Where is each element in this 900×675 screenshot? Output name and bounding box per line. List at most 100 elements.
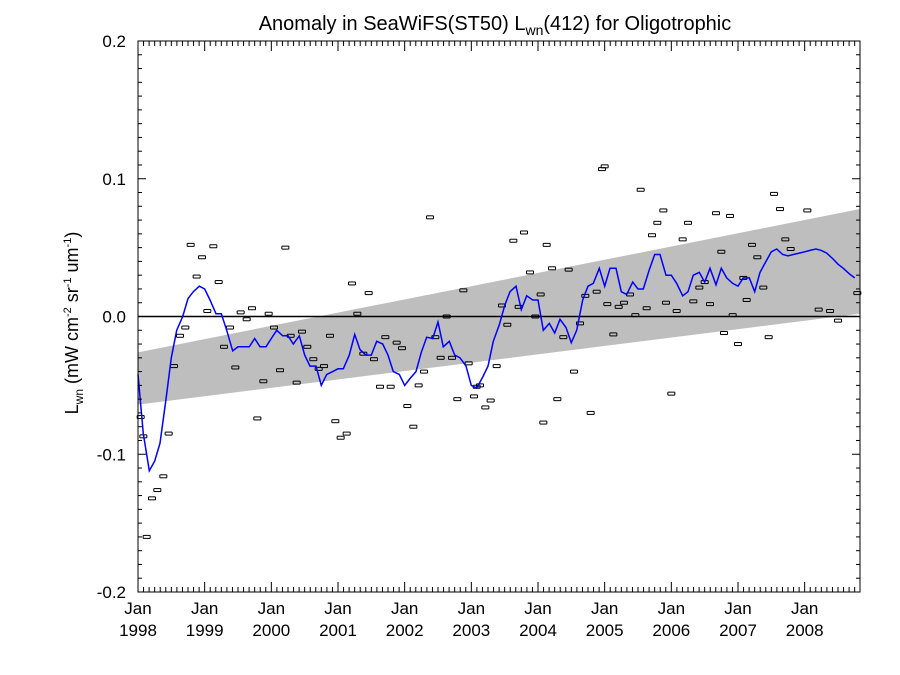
- y-axis-label: Lwn(mW cm-2sr-1um-1): [62, 232, 86, 415]
- data-point: [270, 325, 278, 330]
- data-point: [342, 431, 351, 436]
- data-point: [486, 398, 495, 403]
- data-point: [678, 237, 687, 242]
- data-point: [153, 488, 162, 493]
- x-tick-label-month: Jan: [324, 599, 351, 618]
- data-point: [292, 380, 301, 385]
- data-point: [586, 410, 595, 415]
- data-point: [548, 266, 556, 271]
- data-point: [348, 281, 356, 286]
- x-tick-label-year: 1998: [119, 621, 157, 640]
- data-point: [426, 215, 434, 220]
- data-point: [298, 329, 306, 334]
- data-point: [164, 431, 173, 436]
- data-point: [398, 346, 406, 351]
- x-tick-label-year: 2006: [652, 621, 690, 640]
- x-tick-label-month: Jan: [724, 599, 751, 618]
- data-point: [786, 247, 795, 252]
- data-point: [386, 384, 395, 389]
- data-point: [684, 220, 692, 225]
- data-point: [209, 244, 218, 249]
- x-tick-label-year: 2000: [252, 621, 290, 640]
- data-point: [236, 310, 245, 315]
- data-point: [198, 255, 206, 260]
- data-point: [253, 416, 262, 421]
- data-point: [353, 311, 362, 316]
- data-point: [409, 424, 418, 429]
- data-point: [695, 285, 704, 290]
- x-tick-label-month: Jan: [458, 599, 485, 618]
- data-point: [370, 357, 378, 362]
- data-point: [248, 306, 256, 311]
- data-point: [276, 368, 284, 373]
- data-point: [834, 318, 842, 323]
- data-point: [662, 300, 670, 305]
- data-point: [631, 313, 640, 318]
- data-point: [381, 335, 390, 340]
- data-point: [570, 369, 578, 374]
- plot-frame: [137, 40, 861, 593]
- data-point: [192, 274, 201, 279]
- data-point: [742, 297, 751, 302]
- data-point: [326, 333, 334, 338]
- x-tick-label-year: 2001: [319, 621, 357, 640]
- data-point: [442, 314, 451, 319]
- data-point: [448, 355, 456, 360]
- data-point: [186, 242, 195, 247]
- data-point: [542, 242, 551, 247]
- data-point: [553, 397, 562, 402]
- data-point: [242, 317, 251, 322]
- data-point: [459, 288, 468, 293]
- data-point: [203, 308, 212, 313]
- data-point: [814, 307, 823, 312]
- data-point: [603, 302, 612, 307]
- x-tick-labels: Jan 1998 Jan 1999 Jan 2000 Jan 2001 Jan 2002 Jan 20…: [119, 599, 823, 640]
- data-point: [620, 300, 628, 305]
- data-point: [609, 332, 618, 337]
- data-point: [659, 208, 668, 213]
- data-point: [781, 237, 790, 242]
- data-point: [559, 335, 568, 340]
- data-point: [503, 322, 512, 327]
- data-point: [392, 340, 401, 345]
- data-point: [592, 289, 601, 294]
- x-tick-label-month: Jan: [124, 599, 151, 618]
- data-point: [264, 311, 273, 316]
- y-tick-label: 0.1: [102, 170, 126, 189]
- data-point: [600, 164, 609, 169]
- y-tick-labels: -0.2 -0.1 0.0 0.1 0.2: [97, 32, 126, 602]
- x-tick-label-year: 2008: [786, 621, 824, 640]
- data-point: [220, 344, 228, 349]
- chart-title: Anomaly in SeaWiFS(ST50) Lwn(412) for Ol…: [259, 13, 732, 38]
- data-point: [728, 313, 737, 318]
- data-point: [764, 335, 773, 340]
- x-tick-label-month: Jan: [658, 599, 685, 618]
- data-point: [531, 314, 540, 319]
- svg-text:Lwn(mW cm-2sr-1um-1): Lwn(mW cm-2sr-1um-1): [62, 232, 86, 415]
- x-tick-label-year: 2002: [386, 621, 424, 640]
- data-point: [364, 291, 373, 296]
- data-point: [181, 325, 190, 330]
- x-tick-label-month: Jan: [258, 599, 285, 618]
- data-point: [748, 242, 756, 247]
- data-point: [636, 187, 645, 192]
- x-tick-label-month: Jan: [791, 599, 818, 618]
- data-point: [753, 255, 762, 260]
- data-point: [453, 397, 462, 402]
- data-point: [231, 365, 240, 370]
- data-point: [259, 379, 268, 384]
- data-point: [148, 496, 156, 501]
- data-point: [336, 435, 345, 440]
- data-point: [734, 342, 742, 347]
- y-tick-label: -0.1: [97, 445, 126, 464]
- data-point: [303, 344, 312, 349]
- x-tick-label-year: 2005: [586, 621, 624, 640]
- data-point: [492, 364, 501, 369]
- data-point: [470, 394, 478, 399]
- data-point: [642, 306, 651, 311]
- data-point: [159, 474, 168, 479]
- data-point: [717, 249, 726, 254]
- data-point: [803, 208, 812, 213]
- x-tick-label-month: Jan: [591, 599, 618, 618]
- data-point: [403, 404, 412, 409]
